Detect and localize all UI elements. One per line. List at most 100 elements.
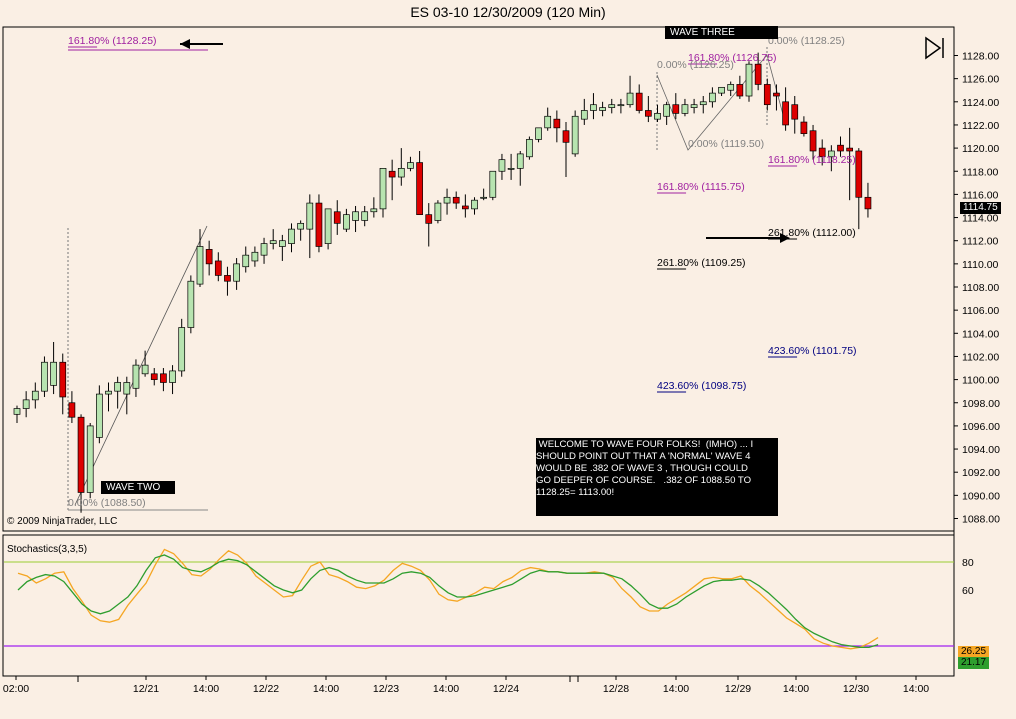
right-arrow-head-icon bbox=[780, 233, 790, 243]
candle-body bbox=[123, 382, 131, 395]
time-tick-label: 14:00 bbox=[783, 683, 809, 695]
price-tick-label: 1126.00 bbox=[962, 74, 999, 86]
stoch-panel-frame bbox=[2, 534, 955, 677]
stoch-tick-label: 60 bbox=[962, 585, 974, 597]
time-tick-label: 12/30 bbox=[843, 683, 869, 695]
candle-body bbox=[727, 84, 735, 91]
price-tick-label: 1122.00 bbox=[962, 120, 999, 132]
time-tick-label: 14:00 bbox=[433, 683, 459, 695]
candle-body bbox=[279, 240, 286, 247]
fib-level-label: 161.80% (1128.25) bbox=[68, 35, 157, 47]
candle-body bbox=[754, 63, 762, 85]
candle-body bbox=[571, 115, 579, 155]
candle-body bbox=[635, 92, 643, 111]
candle-body bbox=[68, 402, 76, 418]
price-tick-label: 1112.00 bbox=[962, 236, 999, 248]
candle-body bbox=[22, 399, 30, 409]
candle-body bbox=[644, 110, 652, 117]
candle-body bbox=[306, 202, 314, 230]
candle-body bbox=[763, 84, 771, 106]
candle-body bbox=[407, 162, 414, 169]
candle-body bbox=[95, 393, 103, 438]
price-tick-label: 1102.00 bbox=[962, 351, 999, 363]
candle-body bbox=[416, 162, 423, 216]
fib-level-label: 161.80% (1118.25) bbox=[768, 154, 856, 166]
candle-body bbox=[736, 84, 744, 97]
play-to-end-icon[interactable] bbox=[925, 36, 944, 60]
candle-body bbox=[709, 92, 716, 103]
candle-body bbox=[480, 196, 487, 199]
stoch-axis: 60 80 bbox=[4, 557, 974, 647]
candle-body bbox=[160, 373, 167, 383]
candle-body bbox=[178, 327, 186, 372]
price-tick-label: 1092.00 bbox=[962, 467, 1000, 479]
candle-body bbox=[471, 199, 478, 210]
candle-body bbox=[141, 364, 149, 375]
time-tick-label: 12/28 bbox=[603, 683, 629, 695]
candle-body bbox=[791, 104, 799, 120]
candle-body bbox=[77, 416, 85, 493]
candle-body bbox=[672, 104, 680, 114]
candle-body bbox=[562, 130, 570, 143]
stoch-tick-label: 80 bbox=[962, 557, 974, 569]
fib-level-label: 261.80% (1109.25) bbox=[657, 257, 746, 269]
fib-level-label: 0.00% (1126.25) bbox=[657, 59, 734, 71]
candle-body bbox=[233, 263, 240, 282]
time-tick-label: 12/24 bbox=[493, 683, 519, 695]
candle-body bbox=[269, 240, 277, 244]
candle-body bbox=[507, 168, 515, 170]
candle-body bbox=[59, 361, 67, 398]
candle-body bbox=[260, 243, 268, 256]
price-tick-label: 1088.00 bbox=[962, 514, 1000, 526]
fib-level-label: 161.80% (1126.75) bbox=[688, 52, 777, 64]
price-tick-label: 1090.00 bbox=[962, 490, 1000, 502]
candle-body bbox=[608, 104, 616, 108]
candle-body bbox=[690, 104, 698, 108]
fib-level-label: 423.60% (1098.75) bbox=[657, 380, 746, 392]
candle-body bbox=[86, 425, 94, 493]
time-tick-label: 14:00 bbox=[313, 683, 339, 695]
candle-body bbox=[196, 246, 204, 285]
price-tick-label: 1094.00 bbox=[962, 444, 1000, 456]
time-tick-label: 14:00 bbox=[903, 683, 929, 695]
time-tick-label: 14:00 bbox=[193, 683, 219, 695]
candle-body bbox=[599, 107, 606, 111]
price-tick-label: 1128.00 bbox=[962, 51, 999, 63]
wave-trend-line bbox=[74, 225, 208, 506]
price-tick-label: 1100.00 bbox=[962, 375, 999, 387]
candle-body bbox=[846, 147, 854, 152]
candle-body bbox=[699, 101, 707, 106]
candle-body bbox=[800, 121, 808, 134]
candle-body bbox=[544, 115, 552, 129]
candle-body bbox=[617, 104, 625, 107]
price-tick-label: 1120.00 bbox=[962, 143, 999, 155]
candle-body bbox=[489, 170, 497, 198]
candle-body bbox=[251, 251, 259, 262]
fibonacci-labels: 161.80% (1128.25) 0.00% (1128.25) 161.80% … bbox=[68, 35, 857, 509]
price-tick-label: 1118.00 bbox=[962, 166, 999, 178]
stoch-d-line bbox=[17, 554, 879, 649]
candlestick-series bbox=[13, 52, 872, 513]
candle-body bbox=[516, 153, 524, 169]
candle-body bbox=[132, 364, 140, 389]
candle-body bbox=[452, 196, 460, 204]
candle-body bbox=[150, 373, 158, 380]
stoch-k-value: 26.25 bbox=[958, 646, 990, 658]
candle-body bbox=[809, 130, 817, 152]
price-tick-label: 1104.00 bbox=[962, 328, 999, 340]
candle-body bbox=[443, 196, 451, 204]
candle-body bbox=[535, 127, 542, 140]
candle-body bbox=[169, 370, 176, 383]
fib-level-label: 423.60% (1101.75) bbox=[768, 345, 857, 357]
time-tick-label: 12/29 bbox=[725, 683, 751, 695]
fib-level-label: 0.00% (1088.50) bbox=[68, 497, 146, 509]
candle-body bbox=[297, 222, 304, 230]
price-tick-label: 1114.00 bbox=[962, 213, 999, 225]
candle-body bbox=[498, 159, 506, 172]
candle-body bbox=[224, 275, 231, 282]
candle-body bbox=[31, 390, 39, 401]
price-tick-label: 1116.00 bbox=[962, 189, 999, 201]
price-axis: 1088.00 1090.00 1092.00 1094.00 1096.00 1098.… bbox=[954, 51, 1000, 526]
time-tick-label: 12/23 bbox=[373, 683, 399, 695]
